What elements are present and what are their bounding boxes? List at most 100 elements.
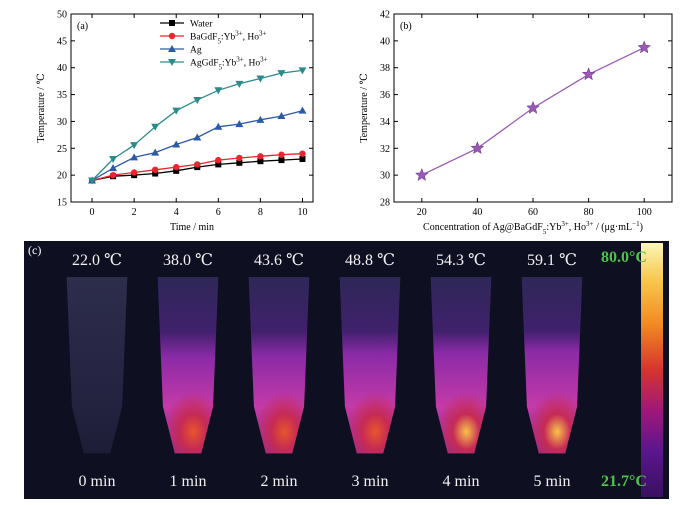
thermal-tube <box>521 277 583 454</box>
y-tick-label: 20 <box>57 171 67 182</box>
colorbar-min-label: 21.7°C <box>601 473 647 490</box>
data-point <box>526 100 540 114</box>
tube-temperature-label: 22.0 ℃ <box>72 252 122 269</box>
y-tick-label: 30 <box>57 117 67 128</box>
x-tick-label: 80 <box>584 207 594 218</box>
x-tick-label: 0 <box>90 207 95 218</box>
data-point <box>151 166 159 173</box>
data-point <box>277 112 286 120</box>
y-tick-label: 28 <box>380 198 390 209</box>
data-point <box>277 70 286 78</box>
tube-temperature-label: 59.1 ℃ <box>527 252 577 269</box>
y-tick-label: 30 <box>380 171 390 182</box>
data-point <box>214 87 223 95</box>
panel-label: (a) <box>77 21 88 32</box>
y-axis-label: Temperature / ℃ <box>359 73 370 142</box>
x-tick-label: 6 <box>216 207 221 218</box>
x-axis-label: Time / min <box>170 222 214 233</box>
thermal-tube <box>66 277 128 454</box>
data-point <box>172 107 181 115</box>
panel-label: (b) <box>400 21 412 32</box>
data-point <box>236 154 243 162</box>
thermal-tube <box>248 277 310 454</box>
legend-marker <box>168 45 176 52</box>
data-point <box>214 122 223 130</box>
tube-time-label: 3 min <box>351 473 389 490</box>
data-point <box>173 167 180 174</box>
data-point <box>278 151 285 158</box>
data-point <box>88 177 97 185</box>
data-point <box>278 157 285 164</box>
data-point <box>298 106 307 114</box>
plot-frame <box>70 13 314 203</box>
data-point <box>193 133 202 141</box>
thermal-tube <box>430 277 492 454</box>
data-point <box>299 156 306 163</box>
data-point <box>151 148 160 156</box>
data-point <box>299 150 306 157</box>
chart-b: 20 40 60 80 100 28 30 32 34 36 38 40 42 (b) Temperatur… <box>359 10 673 236</box>
data-point <box>581 67 596 81</box>
legend-entry: BaGdF5:Yb3+, Ho3+ <box>190 30 267 46</box>
temperature-colorbar <box>641 243 663 497</box>
data-point <box>152 170 159 177</box>
x-tick-label: 60 <box>528 207 538 218</box>
tube-time-label: 1 min <box>169 473 207 490</box>
tube-time-label: 4 min <box>442 473 480 490</box>
y-tick-label: 36 <box>380 90 390 101</box>
x-tick-label: 100 <box>637 207 652 218</box>
tube-temperature-label: 38.0 ℃ <box>163 252 213 269</box>
tube-temperature-label: 48.8 ℃ <box>345 252 395 269</box>
data-point <box>109 156 118 164</box>
data-point <box>173 163 180 171</box>
legend-marker <box>168 59 176 66</box>
thermal-tube <box>339 277 401 454</box>
legend-marker <box>169 20 175 26</box>
series-line <box>421 47 645 176</box>
x-tick-label: 20 <box>417 207 427 218</box>
y-tick-label: 42 <box>380 10 390 21</box>
data-point <box>109 171 117 179</box>
x-tick-label: 2 <box>132 207 137 218</box>
y-tick-label: 40 <box>57 63 67 74</box>
y-tick-label: 34 <box>380 117 390 128</box>
data-point <box>151 123 160 131</box>
data-point <box>194 161 201 168</box>
y-tick-label: 25 <box>57 144 67 155</box>
legend-marker <box>168 32 176 40</box>
data-point <box>470 141 485 155</box>
data-point <box>298 67 307 75</box>
data-point <box>130 142 139 150</box>
thermal-image-panel: (c) 22.0 ℃ 0 min 38.0 ℃ 1 min 43.6 ℃ 2 min 48.… <box>24 241 669 499</box>
thermal-tube <box>157 277 219 454</box>
data-point <box>235 80 244 88</box>
data-point <box>637 40 652 54</box>
data-point <box>256 75 265 83</box>
x-tick-label: 10 <box>297 207 307 218</box>
y-tick-label: 40 <box>380 36 390 47</box>
tube-time-label: 0 min <box>78 473 116 490</box>
data-point <box>215 161 222 168</box>
x-tick-label: 4 <box>174 207 179 218</box>
x-axis-label: Concentration of Ag@BaGdF5:Yb3+, Ho3+ / … <box>423 220 643 236</box>
data-point <box>215 156 222 164</box>
legend-entry: AgGdF5:Yb3+, Ho3+ <box>190 56 268 72</box>
y-tick-label: 50 <box>57 10 67 21</box>
tube-time-label: 2 min <box>260 473 298 490</box>
data-point <box>109 164 118 172</box>
data-point <box>236 159 243 166</box>
tube-temperature-label: 54.3 ℃ <box>436 252 486 269</box>
y-axis-label: Temperature / ℃ <box>36 73 47 142</box>
data-point <box>193 96 202 104</box>
legend-entry: Water <box>190 20 213 30</box>
data-point <box>257 158 264 165</box>
x-tick-label: 40 <box>472 207 482 218</box>
tube-temperature-label: 43.6 ℃ <box>254 252 304 269</box>
legend-entry: Ag <box>190 46 202 56</box>
data-point <box>235 120 244 128</box>
colorbar-max-label: 80.0°C <box>601 249 647 266</box>
data-point <box>130 153 139 161</box>
tube-time-label: 5 min <box>533 473 571 490</box>
y-tick-label: 45 <box>57 36 67 47</box>
y-tick-label: 35 <box>57 90 67 101</box>
